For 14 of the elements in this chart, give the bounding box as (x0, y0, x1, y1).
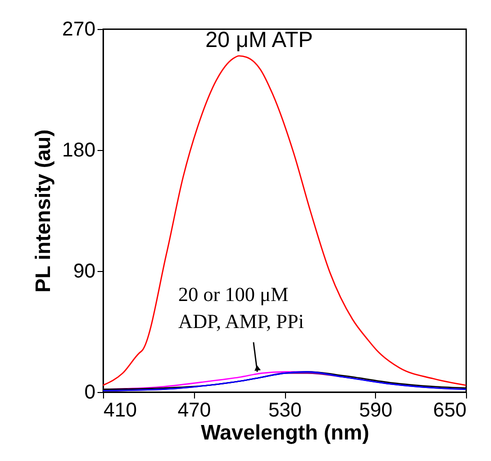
y-tick-label: 90 (73, 260, 96, 282)
y-tick-label: 0 (84, 382, 96, 404)
annotation: 20 μM ATP (205, 26, 313, 52)
x-tick-label: 530 (268, 400, 302, 422)
y-axis-title: PL intensity (au) (32, 130, 56, 292)
y-tick-label: 180 (62, 140, 96, 162)
x-tick-label: 590 (359, 400, 392, 422)
x-tick-label: 650 (433, 400, 466, 422)
line-series (102, 55, 467, 386)
y-tick-label: 270 (62, 18, 96, 40)
x-axis-title: Wavelength (nm) (200, 422, 370, 444)
annotation: 20 or 100 μM ADP, AMP, PPi (178, 284, 304, 333)
x-tick-label: 410 (104, 400, 137, 422)
x-tick-label: 470 (178, 400, 211, 422)
